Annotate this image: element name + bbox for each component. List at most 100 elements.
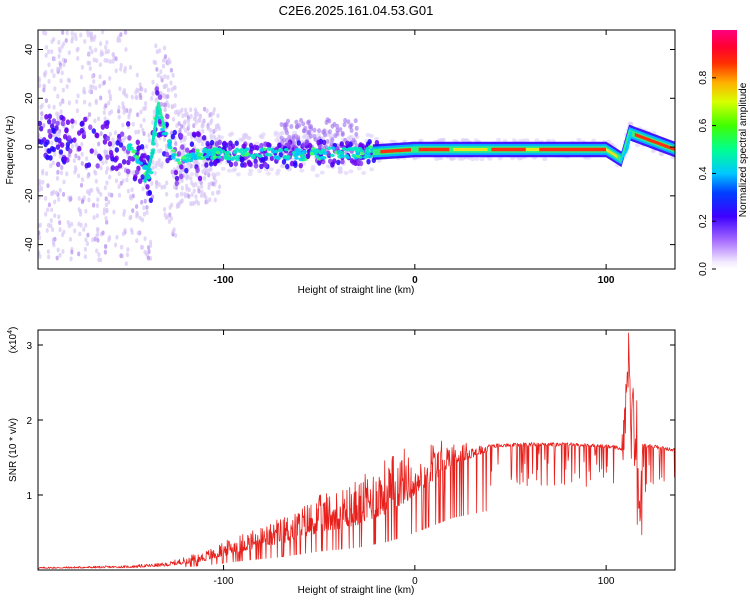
spectrogram-noise-blob [44, 70, 48, 75]
spectrogram-noise-blob [75, 108, 80, 114]
spectrogram-cloud-blob [312, 127, 317, 133]
spectrogram-noise-blob [151, 159, 155, 165]
spectrogram-noise-blob [140, 244, 145, 250]
spectrogram-panel: -40 -20 0 20 40 -100 0 100 Height of straight … [5, 29, 676, 296]
colorbar-label: Normalized spectral amplitude [738, 82, 749, 217]
spectrogram-noise-blob [176, 165, 180, 171]
spectrogram-ridge-blob [157, 118, 163, 125]
spectrogram-noise-blob [175, 193, 179, 199]
spectrogram-ridge-blob [62, 156, 68, 162]
spectrogram-ridge-blob [137, 178, 143, 184]
spectrogram-noise-blob [140, 87, 144, 92]
spectrogram-ridge-blob [185, 147, 190, 153]
spectrogram-ridge-blob [247, 161, 252, 167]
spectrogram-noise-blob [85, 241, 90, 247]
spectrogram-noise-blob [135, 210, 139, 216]
spectrogram-core-blob [215, 151, 221, 155]
spectrogram-cloud-blob [322, 128, 327, 134]
snr-multiplier-exp: 4 [7, 330, 14, 334]
spectrogram-noise-blob [67, 223, 71, 229]
spectrogram-core-blob [339, 153, 345, 158]
spectrogram-noise-blob [197, 117, 201, 123]
spectrogram-halo-blob [343, 170, 349, 175]
spectrogram-ridge-blob [196, 131, 201, 138]
spectrogram-noise-blob [56, 93, 60, 99]
spectrogram-noise-blob [135, 204, 139, 209]
spectrogram-noise-blob [61, 87, 65, 93]
spectrogram-ridge-blob [205, 141, 210, 147]
spectrogram-noise-blob [186, 118, 190, 124]
spectrogram-noise-blob [198, 113, 202, 119]
spectrogram-ridge-blob [259, 142, 264, 149]
spectrogram-ridge-blob [107, 141, 113, 147]
spectrogram-cloud-blob [289, 124, 294, 130]
spectrogram-ridge-blob [60, 142, 65, 148]
spectrogram-core-blob [365, 146, 371, 151]
spectrogram-noise-blob [111, 137, 115, 143]
x-tick-label: 0 [412, 275, 418, 286]
spectrogram-noise-blob [205, 199, 209, 205]
spectrogram-ridge-blob [174, 175, 180, 182]
spectrogram-core-blob [295, 149, 301, 154]
spectrogram-halo-blob [299, 168, 305, 173]
spectrogram-noise-blob [105, 207, 109, 213]
spectrogram-noise-blob [161, 63, 166, 69]
spectrogram-noise-blob [147, 249, 151, 255]
spectrogram-noise-blob [93, 169, 97, 175]
spectrogram-noise-blob [189, 176, 193, 182]
spectrogram-cloud-blob [353, 139, 358, 145]
spectrogram-halo-blob [209, 133, 215, 138]
spectrogram-noise-blob [125, 252, 130, 258]
colorbar-tick-label: 0.2 [698, 214, 709, 228]
spectrogram-noise-blob [149, 239, 153, 245]
spectrogram-noise-blob [50, 39, 54, 45]
spectrogram-ridge-blob [65, 141, 71, 148]
spectrogram-core-blob [167, 145, 173, 150]
spectrogram-ridge-blob [134, 169, 140, 176]
spectrogram-cloud-blob [346, 119, 351, 125]
spectrogram-noise-blob [136, 129, 141, 135]
spectrogram-noise-blob [194, 182, 198, 187]
spectrogram-y-ticks: -40 -20 0 20 40 [24, 44, 675, 252]
spectrogram-noise-blob [105, 40, 109, 45]
spectrogram-noise-blob [73, 119, 78, 125]
spectrogram-noise-blob [62, 41, 66, 47]
spectrogram-noise-blob [49, 207, 54, 213]
spectrogram-noise-blob [44, 98, 49, 104]
spectrogram-noise-blob [38, 235, 42, 241]
spectrogram-noise-blob [143, 198, 147, 204]
spectrogram-noise-blob [69, 256, 73, 262]
spectrogram-noise-blob [57, 46, 62, 52]
spectrogram-ridge-blob [100, 124, 106, 130]
spectrogram-ridge-blob [173, 169, 179, 176]
spectrogram-noise-blob [187, 193, 191, 199]
spectrogram-halo-blob [591, 138, 597, 143]
spectrogram-ridge-blob [217, 139, 222, 146]
spectrogram-ridge-blob [125, 121, 131, 127]
spectrogram-ridge-blob [155, 90, 160, 96]
spectrogram-noise-blob [38, 250, 41, 256]
spectrogram-noise-blob [111, 143, 115, 148]
spectrogram-noise-blob [201, 120, 205, 126]
spectrogram-noise-blob [195, 172, 199, 178]
spectrogram-noise-blob [113, 242, 118, 248]
spectrogram-noise-blob [80, 177, 85, 183]
spectrogram-noise-blob [65, 84, 69, 89]
spectrogram-ridge-blob [340, 158, 345, 165]
spectrogram-noise-blob [157, 158, 161, 163]
spectrogram-noise-blob [58, 227, 62, 233]
spectrogram-noise-blob [121, 122, 125, 128]
spectrogram-noise-blob [74, 153, 78, 159]
spectrogram-ridge-blob [49, 123, 55, 129]
spectrogram-ridge-blob [195, 167, 200, 174]
spectrogram-noise-blob [186, 115, 190, 120]
spectrogram-ridge-blob [72, 137, 77, 143]
spectrogram-noise-blob [99, 165, 103, 171]
spectrogram-ridge-blob [68, 148, 73, 154]
spectrogram-noise-blob [163, 54, 168, 59]
spectrogram-noise-blob [196, 111, 200, 117]
spectrogram-noise-blob [52, 189, 56, 195]
spectrogram-noise-blob [53, 199, 57, 205]
spectrogram-noise-blob [162, 45, 167, 51]
spectrogram-noise-blob [67, 100, 72, 106]
